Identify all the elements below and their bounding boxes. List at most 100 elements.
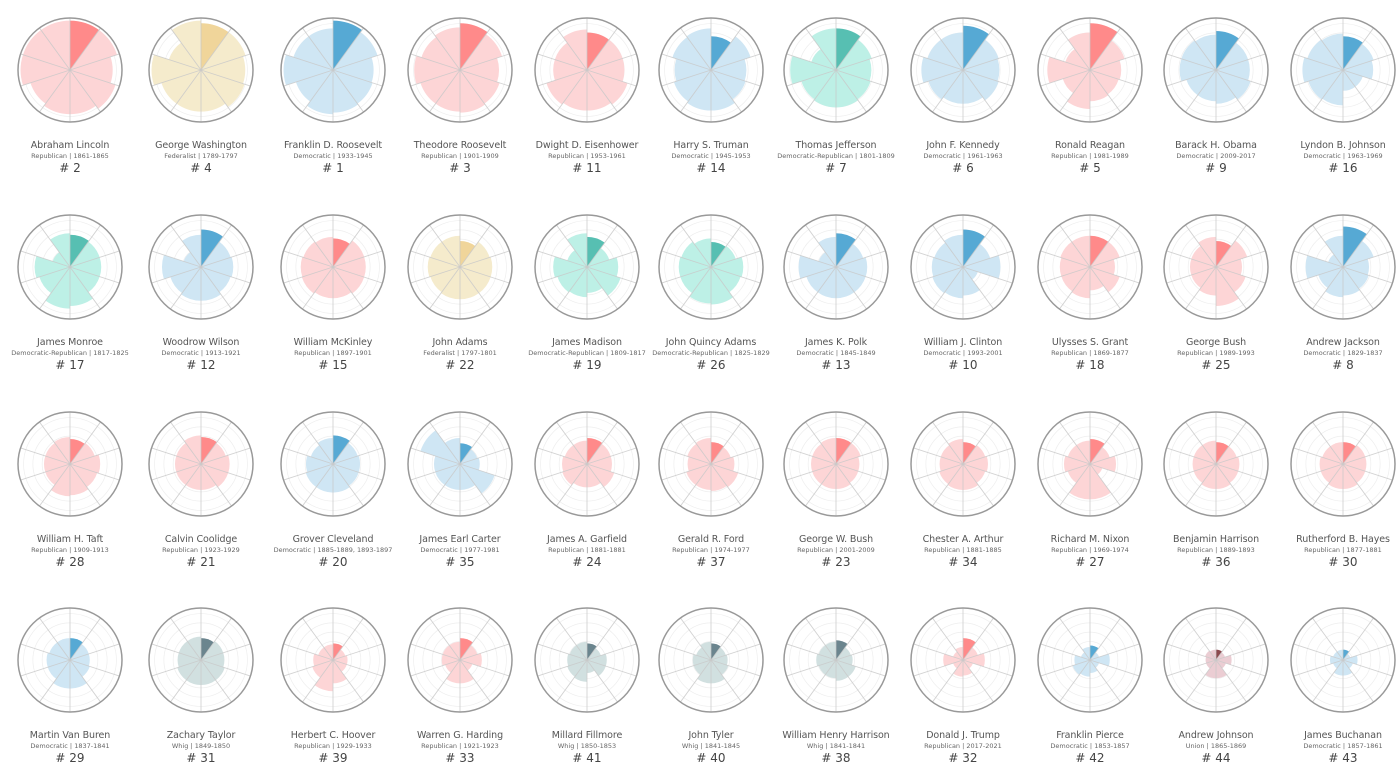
spoke-line [835,643,886,661]
sector-2 [70,257,102,277]
spoke-line [710,266,761,284]
separator: | [1213,152,1221,160]
years: 1977-1981 [464,546,500,554]
sector-3 [1216,660,1226,669]
president-chart: Thomas Jefferson Democratic-Republican | … [773,14,899,175]
sector-3 [836,660,856,677]
sector-8 [442,645,460,660]
spoke-line [913,447,964,465]
president-name: Herbert C. Hoover [290,730,376,741]
party-years: Republican | 1869-1877 [1027,349,1153,357]
sector-7 [1205,656,1216,664]
sector-8 [687,443,711,464]
president-chart: Ronald Reagan Republican | 1981-1989 # 5 [1027,14,1153,175]
sector-5 [1201,464,1216,489]
sector-6 [39,267,70,294]
sector-6 [301,267,333,294]
sector-4 [1090,70,1109,102]
sector-1 [1090,652,1099,660]
sector-5 [446,660,460,684]
sector-6 [1320,464,1343,483]
party-years: Republican | 1889-1893 [1153,546,1279,554]
sector-9 [1067,32,1090,70]
spoke-line [302,421,334,465]
spoke-line [69,659,101,703]
sector-5 [316,464,333,493]
sector-6 [176,464,201,486]
spoke-line [537,447,588,465]
spoke-line [932,421,964,465]
years: 1801-1809 [859,152,895,160]
spoke-line [1166,659,1217,677]
president-name: John Quincy Adams [665,337,757,348]
president-chart: James K. Polk Democratic | 1845-1849 # 13 [773,211,899,372]
spoke-line [710,250,761,268]
spoke-line [962,53,1013,71]
spoke-line [332,69,364,113]
spoke-line [332,643,383,661]
separator: | [198,546,205,554]
outer-ring [1290,214,1396,320]
sector-3 [460,660,473,671]
spoke-line [170,421,202,465]
president-chart: Chester A. Arthur Republican | 1881-1885 #… [900,408,1026,569]
sector-6 [1072,660,1090,675]
sector-9 [686,28,711,70]
spoke-line [1342,224,1374,268]
rank: # 21 [186,555,216,569]
sector-3 [587,660,606,676]
spoke-line [1166,266,1217,284]
spoke-line [786,53,837,71]
sector-8 [818,252,836,267]
spoke-line [805,463,837,507]
president-name: James K. Polk [804,337,867,348]
sector-4 [711,660,725,684]
spoke-line [200,643,251,661]
sector-3 [460,70,500,104]
spoke-line [680,659,712,703]
spoke-line [69,463,120,481]
spoke-line [1040,250,1091,268]
spoke-line [932,463,964,507]
sector-8 [681,241,711,267]
sector-7 [1064,455,1090,473]
sector-6 [693,660,711,675]
spoke-line [1215,69,1266,87]
spoke-line [151,659,202,677]
sector-4 [836,660,849,681]
spoke-line [835,266,886,284]
sector-7 [46,652,70,668]
rank: # 36 [1201,555,1231,569]
outer-ring [1163,214,1269,320]
spoke-line [283,643,334,661]
spoke-line [1215,643,1266,661]
spoke-line [459,643,510,661]
spoke-line [1342,266,1393,284]
spoke-line [586,421,618,465]
spoke-line [429,266,461,310]
spoke-line [962,69,994,113]
sector-9 [449,641,460,660]
spoke-line [332,617,364,661]
spoke-line [302,69,334,113]
spoke-line [20,643,71,661]
spoke-line [710,659,761,677]
years: 1953-1961 [590,152,626,160]
spoke-line [661,643,712,661]
party: Democratic [1303,349,1341,357]
spoke-line [39,659,71,703]
president-chart: George Bush Republican | 1989-1993 # 25 [1153,211,1279,372]
spoke-line [1312,266,1344,310]
sector-3 [1090,660,1099,668]
sector-2 [333,655,348,665]
spoke-line [710,447,761,465]
sector-3 [836,464,859,483]
spoke-line [710,659,742,703]
spoke-line [429,659,461,703]
sector-2 [333,455,361,473]
rank: # 44 [1201,751,1231,765]
spoke-line [332,27,364,71]
party: Federalist [164,152,196,160]
outer-ring [534,214,640,320]
sector-5 [314,660,333,692]
